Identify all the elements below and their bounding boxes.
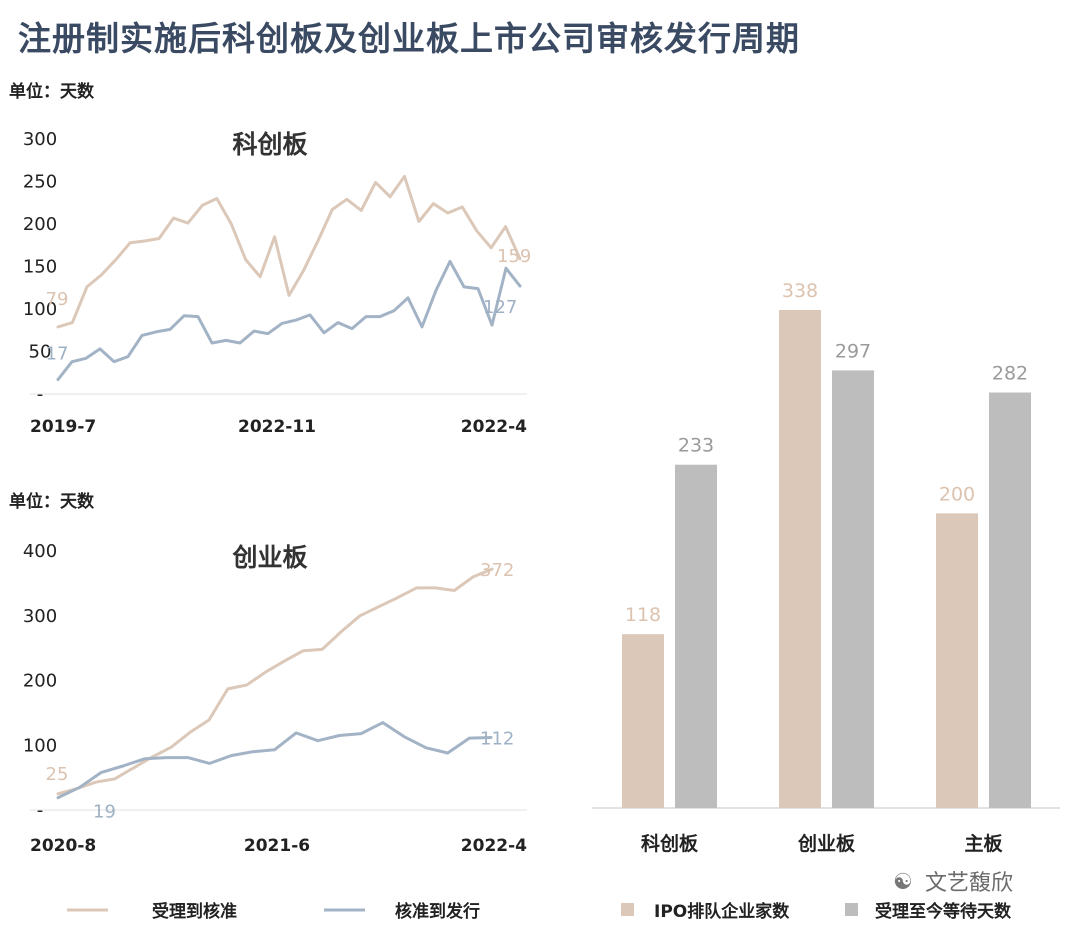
bar-wait-days <box>989 392 1031 808</box>
bar-value-label: 338 <box>782 280 818 302</box>
bar-value-label: 282 <box>992 363 1028 385</box>
bar-value-label: 297 <box>835 340 871 362</box>
chart2-x-axis: 2020-8 2021-6 2022-4 <box>30 836 527 856</box>
chart2-y-tick: 400 <box>23 541 57 562</box>
chart2-unit: 单位：天数 <box>9 491 95 512</box>
chart2-x-tick: 2020-8 <box>30 836 96 856</box>
chart1-x-tick: 2022-11 <box>238 417 316 437</box>
legend-line2-label: 核准到发行 <box>395 901 480 922</box>
bar-ipo-count <box>779 310 821 808</box>
chart1-start-label-2: 17 <box>46 344 69 365</box>
legend-bar1-swatch <box>621 903 634 916</box>
chart1-start-label-1: 79 <box>46 289 69 310</box>
bar-value-label: 200 <box>939 483 975 505</box>
chart2-y-tick: 100 <box>23 735 57 756</box>
bar-chart: 118 233 科创板 338 297 创业板 200 282 主板 <box>592 280 1060 855</box>
chart1-end-label-2: 127 <box>483 297 517 318</box>
chart1-y-tick: 300 <box>23 129 57 150</box>
chart1-x-tick: 2019-7 <box>30 417 96 437</box>
chart1-x-tick: 2022-4 <box>461 417 527 437</box>
chart2-x-tick: 2021-6 <box>244 836 310 856</box>
bar-category-label: 主板 <box>964 832 1003 855</box>
chart1-end-label-1: 159 <box>497 246 531 267</box>
chart2-end-label-1: 372 <box>480 560 514 581</box>
chart2-y-tick: 200 <box>23 671 57 692</box>
bar-category-label: 创业板 <box>797 832 856 855</box>
bar-ipo-count <box>622 634 664 808</box>
chart1-y-tick: 100 <box>23 299 57 320</box>
legend-line1-label: 受理到核准 <box>152 901 237 922</box>
page-title: 注册制实施后科创板及创业板上市公司审核发行周期 <box>18 19 800 58</box>
chart2-plot: 25 372 19 112 <box>46 560 515 823</box>
chart2-y-tick: 300 <box>23 606 57 627</box>
chart1-plot: 79 159 17 127 <box>46 174 531 382</box>
chart1-y-tick: 50 <box>29 342 52 363</box>
bar-value-label: 233 <box>678 435 714 457</box>
chart2-series-review-line <box>56 567 494 796</box>
bar-value-label: 118 <box>625 604 661 626</box>
chart1-unit: 单位：天数 <box>9 81 95 102</box>
chart1-y-tick: 150 <box>23 257 57 278</box>
watermark-text: 文艺馥欣 <box>925 871 1013 896</box>
chart1-x-axis: 2019-7 2022-11 2022-4 <box>30 417 527 437</box>
legend: 受理到核准 核准到发行 IPO排队企业家数 受理至今等待天数 <box>67 901 1012 922</box>
chart2-title: 创业板 <box>231 543 307 572</box>
chart2-end-label-2: 112 <box>480 728 514 749</box>
chart2-start-label-2: 19 <box>93 802 116 823</box>
watermark: ☯ 文艺馥欣 <box>893 870 1013 896</box>
bar-wait-days <box>832 370 874 808</box>
bar-ipo-count <box>936 513 978 808</box>
bar-category-label: 科创板 <box>641 832 699 855</box>
chart2-start-label-1: 25 <box>46 764 69 785</box>
chart1-series-review-line <box>56 174 522 329</box>
bar-wait-days <box>675 464 717 808</box>
legend-bar2-label: 受理至今等待天数 <box>875 901 1012 922</box>
chart2-series-issue-line <box>56 721 493 800</box>
watermark-icon: ☯ <box>893 870 913 895</box>
chart1-title: 科创板 <box>232 130 307 159</box>
chart1-series-issue-line <box>56 259 522 382</box>
legend-bar2-swatch <box>845 903 858 916</box>
legend-bar1-label: IPO排队企业家数 <box>654 901 790 922</box>
chart1-y-tick: 250 <box>23 172 57 193</box>
chart1-y-tick: 200 <box>23 214 57 235</box>
chart2-x-tick: 2022-4 <box>461 836 527 856</box>
